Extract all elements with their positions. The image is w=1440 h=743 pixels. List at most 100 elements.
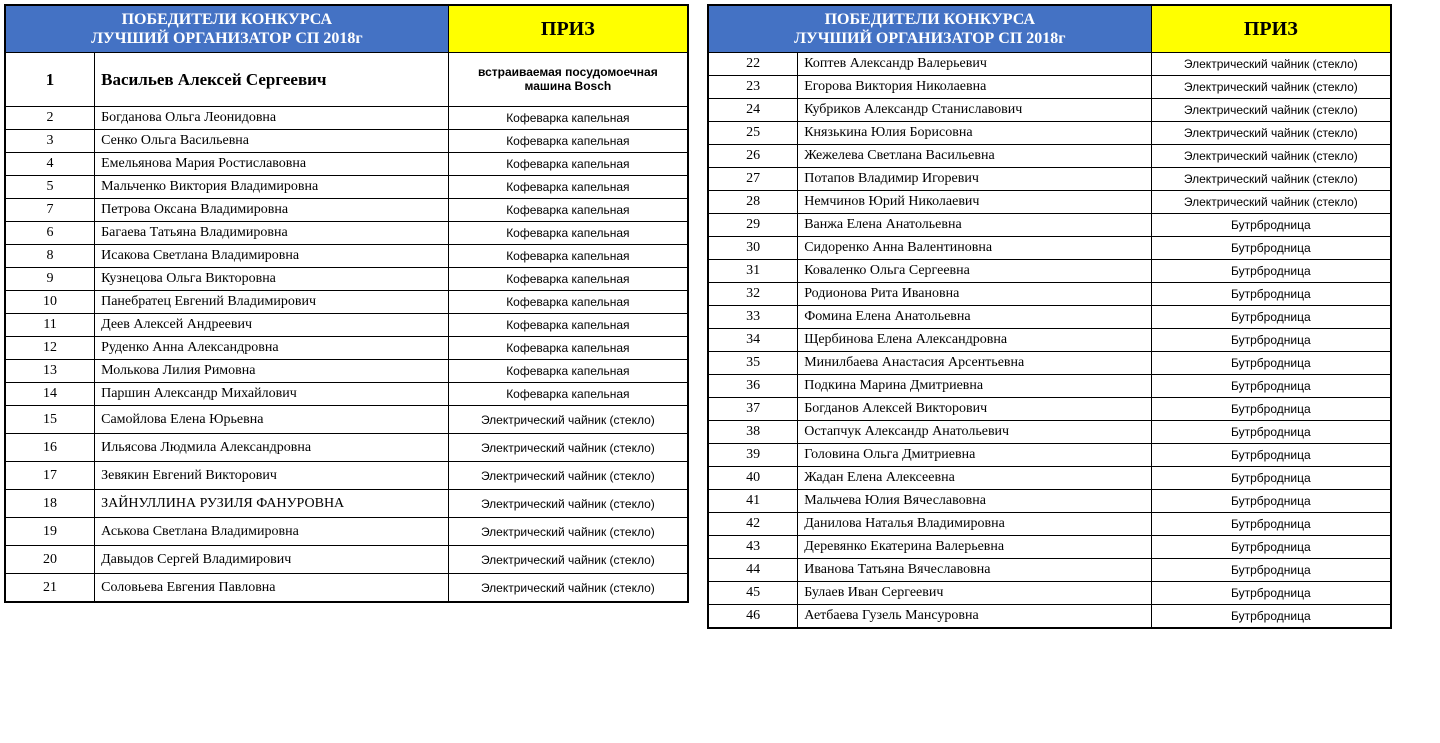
row-prize: Кофеварка капельная (448, 383, 687, 406)
row-prize: Бутрбродница (1151, 306, 1390, 329)
table-row: 18ЗАЙНУЛЛИНА РУЗИЛЯ ФАНУРОВНАЭлектрическ… (6, 490, 688, 518)
row-prize: Бутрбродница (1151, 421, 1390, 444)
table-row: 22Коптев Александр ВалерьевичЭлектрическ… (709, 53, 1391, 76)
winners-table-left: ПОБЕДИТЕЛИ КОНКУРСА ЛУЧШИЙ ОРГАНИЗАТОР С… (4, 4, 689, 603)
table-row: 29Ванжа Елена АнатольевнаБутрбродница (709, 214, 1391, 237)
row-number: 2 (6, 107, 95, 130)
row-number: 12 (6, 337, 95, 360)
row-name: Руденко Анна Александровна (95, 337, 449, 360)
row-name: Самойлова Елена Юрьевна (95, 406, 449, 434)
row-prize: Электрический чайник (стекло) (1151, 122, 1390, 145)
row-prize: Кофеварка капельная (448, 153, 687, 176)
table-header-prize: ПРИЗ (448, 6, 687, 53)
row-name: Исакова Светлана Владимировна (95, 245, 449, 268)
row-number: 6 (6, 222, 95, 245)
row-prize: Бутрбродница (1151, 398, 1390, 421)
row-name: Давыдов Сергей Владимирович (95, 546, 449, 574)
row-name: Соловьева Евгения Павловна (95, 574, 449, 602)
row-name: Аськова Светлана Владимировна (95, 518, 449, 546)
table-row: 15Самойлова Елена ЮрьевнаЭлектрический ч… (6, 406, 688, 434)
row-prize: Бутрбродница (1151, 352, 1390, 375)
row-name: Ильясова Людмила Александровна (95, 434, 449, 462)
row-number: 20 (6, 546, 95, 574)
row-prize: Электрический чайник (стекло) (1151, 145, 1390, 168)
table-row: 37Богданов Алексей ВикторовичБутрбродниц… (709, 398, 1391, 421)
table-row: 10Панебратец Евгений ВладимировичКофевар… (6, 291, 688, 314)
row-number: 1 (6, 53, 95, 107)
row-name: Ванжа Елена Анатольевна (798, 214, 1151, 237)
table-row: 7Петрова Оксана ВладимировнаКофеварка ка… (6, 199, 688, 222)
row-name: Минилбаева Анастасия Арсентьевна (798, 352, 1151, 375)
row-prize: Кофеварка капельная (448, 360, 687, 383)
row-name: Паршин Александр Михайлович (95, 383, 449, 406)
table-row: 9Кузнецова Ольга ВикторовнаКофеварка кап… (6, 268, 688, 291)
row-prize: Электрический чайник (стекло) (448, 434, 687, 462)
table-row: 17Зевякин Евгений ВикторовичЭлектрически… (6, 462, 688, 490)
table-row: 4Емельянова Мария РостиславовнаКофеварка… (6, 153, 688, 176)
table-row: 34Щербинова Елена АлександровнаБутрбродн… (709, 329, 1391, 352)
row-prize: Электрический чайник (стекло) (1151, 76, 1390, 99)
table-row: 1Васильев Алексей Сергеевичвстраиваемая … (6, 53, 688, 107)
row-name: Иванова Татьяна Вячеславовна (798, 559, 1151, 582)
row-number: 9 (6, 268, 95, 291)
row-prize: встраиваемая посудомоечная машина Bosch (448, 53, 687, 107)
row-number: 31 (709, 260, 798, 283)
row-number: 25 (709, 122, 798, 145)
row-name: Князькина Юлия Борисовна (798, 122, 1151, 145)
table-row: 23Егорова Виктория НиколаевнаЭлектрическ… (709, 76, 1391, 99)
row-name: Панебратец Евгений Владимирович (95, 291, 449, 314)
table-row: 32Родионова Рита ИвановнаБутрбродница (709, 283, 1391, 306)
row-prize: Кофеварка капельная (448, 291, 687, 314)
row-number: 14 (6, 383, 95, 406)
row-prize: Бутрбродница (1151, 536, 1390, 559)
row-number: 32 (709, 283, 798, 306)
row-name: Коваленко Ольга Сергеевна (798, 260, 1151, 283)
row-name: Коптев Александр Валерьевич (798, 53, 1151, 76)
table-row: 36Подкина Марина ДмитриевнаБутрбродница (709, 375, 1391, 398)
row-name: Деревянко Екатерина Валерьевна (798, 536, 1151, 559)
row-prize: Электрический чайник (стекло) (1151, 168, 1390, 191)
row-name: Аетбаева Гузель Мансуровна (798, 605, 1151, 628)
row-number: 29 (709, 214, 798, 237)
row-name: Богданов Алексей Викторович (798, 398, 1151, 421)
table-row: 11Деев Алексей АндреевичКофеварка капель… (6, 314, 688, 337)
row-prize: Бутрбродница (1151, 283, 1390, 306)
row-number: 35 (709, 352, 798, 375)
row-name: Булаев Иван Сергеевич (798, 582, 1151, 605)
table-row: 12Руденко Анна АлександровнаКофеварка ка… (6, 337, 688, 360)
winners-table-right: ПОБЕДИТЕЛИ КОНКУРСА ЛУЧШИЙ ОРГАНИЗАТОР С… (707, 4, 1392, 629)
row-number: 38 (709, 421, 798, 444)
row-number: 13 (6, 360, 95, 383)
row-number: 21 (6, 574, 95, 602)
table-header-title: ПОБЕДИТЕЛИ КОНКУРСА ЛУЧШИЙ ОРГАНИЗАТОР С… (6, 6, 449, 53)
row-name: Потапов Владимир Игоревич (798, 168, 1151, 191)
row-prize: Электрический чайник (стекло) (1151, 99, 1390, 122)
row-prize: Кофеварка капельная (448, 268, 687, 291)
table-row: 40Жадан Елена АлексеевнаБутрбродница (709, 467, 1391, 490)
row-name: Остапчук Александр Анатольевич (798, 421, 1151, 444)
row-prize: Электрический чайник (стекло) (448, 490, 687, 518)
row-prize: Электрический чайник (стекло) (448, 574, 687, 602)
row-name: Зевякин Евгений Викторович (95, 462, 449, 490)
table-header-title: ПОБЕДИТЕЛИ КОНКУРСА ЛУЧШИЙ ОРГАНИЗАТОР С… (709, 6, 1152, 53)
row-prize: Кофеварка капельная (448, 222, 687, 245)
table-row: 6Багаева Татьяна ВладимировнаКофеварка к… (6, 222, 688, 245)
row-number: 11 (6, 314, 95, 337)
row-prize: Бутрбродница (1151, 444, 1390, 467)
row-name: Кузнецова Ольга Викторовна (95, 268, 449, 291)
row-prize: Бутрбродница (1151, 559, 1390, 582)
row-prize: Бутрбродница (1151, 513, 1390, 536)
row-name: Деев Алексей Андреевич (95, 314, 449, 337)
row-number: 41 (709, 490, 798, 513)
row-number: 37 (709, 398, 798, 421)
row-number: 45 (709, 582, 798, 605)
table-row: 42Данилова Наталья ВладимировнаБутрбродн… (709, 513, 1391, 536)
row-name: Молькова Лилия Римовна (95, 360, 449, 383)
row-number: 8 (6, 245, 95, 268)
row-prize: Бутрбродница (1151, 605, 1390, 628)
row-prize: Электрический чайник (стекло) (448, 406, 687, 434)
row-number: 40 (709, 467, 798, 490)
row-number: 43 (709, 536, 798, 559)
table-row: 8Исакова Светлана ВладимировнаКофеварка … (6, 245, 688, 268)
table-row: 46Аетбаева Гузель МансуровнаБутрбродница (709, 605, 1391, 628)
